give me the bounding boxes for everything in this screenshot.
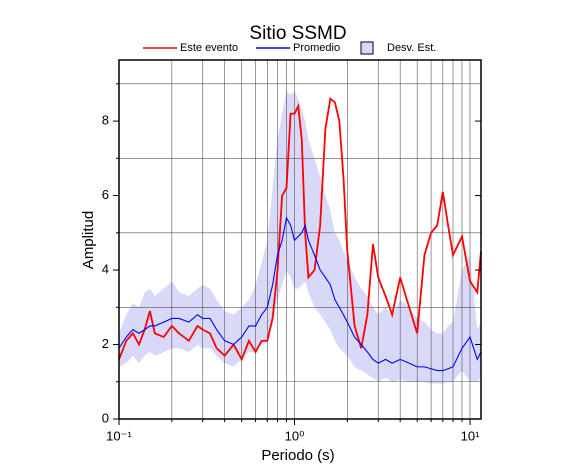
y-axis-label: Amplitud [80, 211, 97, 269]
y-tick-label: 4 [102, 261, 109, 276]
x-tick-label: 10¹ [461, 428, 480, 443]
y-tick-label: 0 [102, 410, 109, 425]
legend-label: Este evento [180, 42, 238, 54]
y-tick-label: 8 [102, 113, 109, 128]
legend-label: Promedio [293, 42, 340, 54]
x-tick-label: 10⁻¹ [106, 428, 132, 443]
legend-swatch [360, 41, 374, 55]
legend-label: Desv. Est. [387, 42, 436, 54]
chart-title: Sitio SSMD [249, 23, 346, 44]
plot-frame [118, 59, 482, 420]
y-tick-label: 6 [102, 187, 109, 202]
std-band [119, 91, 481, 384]
x-tick-label: 10⁰ [285, 428, 305, 443]
data-line [118, 97, 482, 362]
y-tick-label: 2 [102, 336, 109, 351]
x-axis-label: Periodo (s) [261, 447, 334, 464]
data-line [118, 216, 482, 372]
